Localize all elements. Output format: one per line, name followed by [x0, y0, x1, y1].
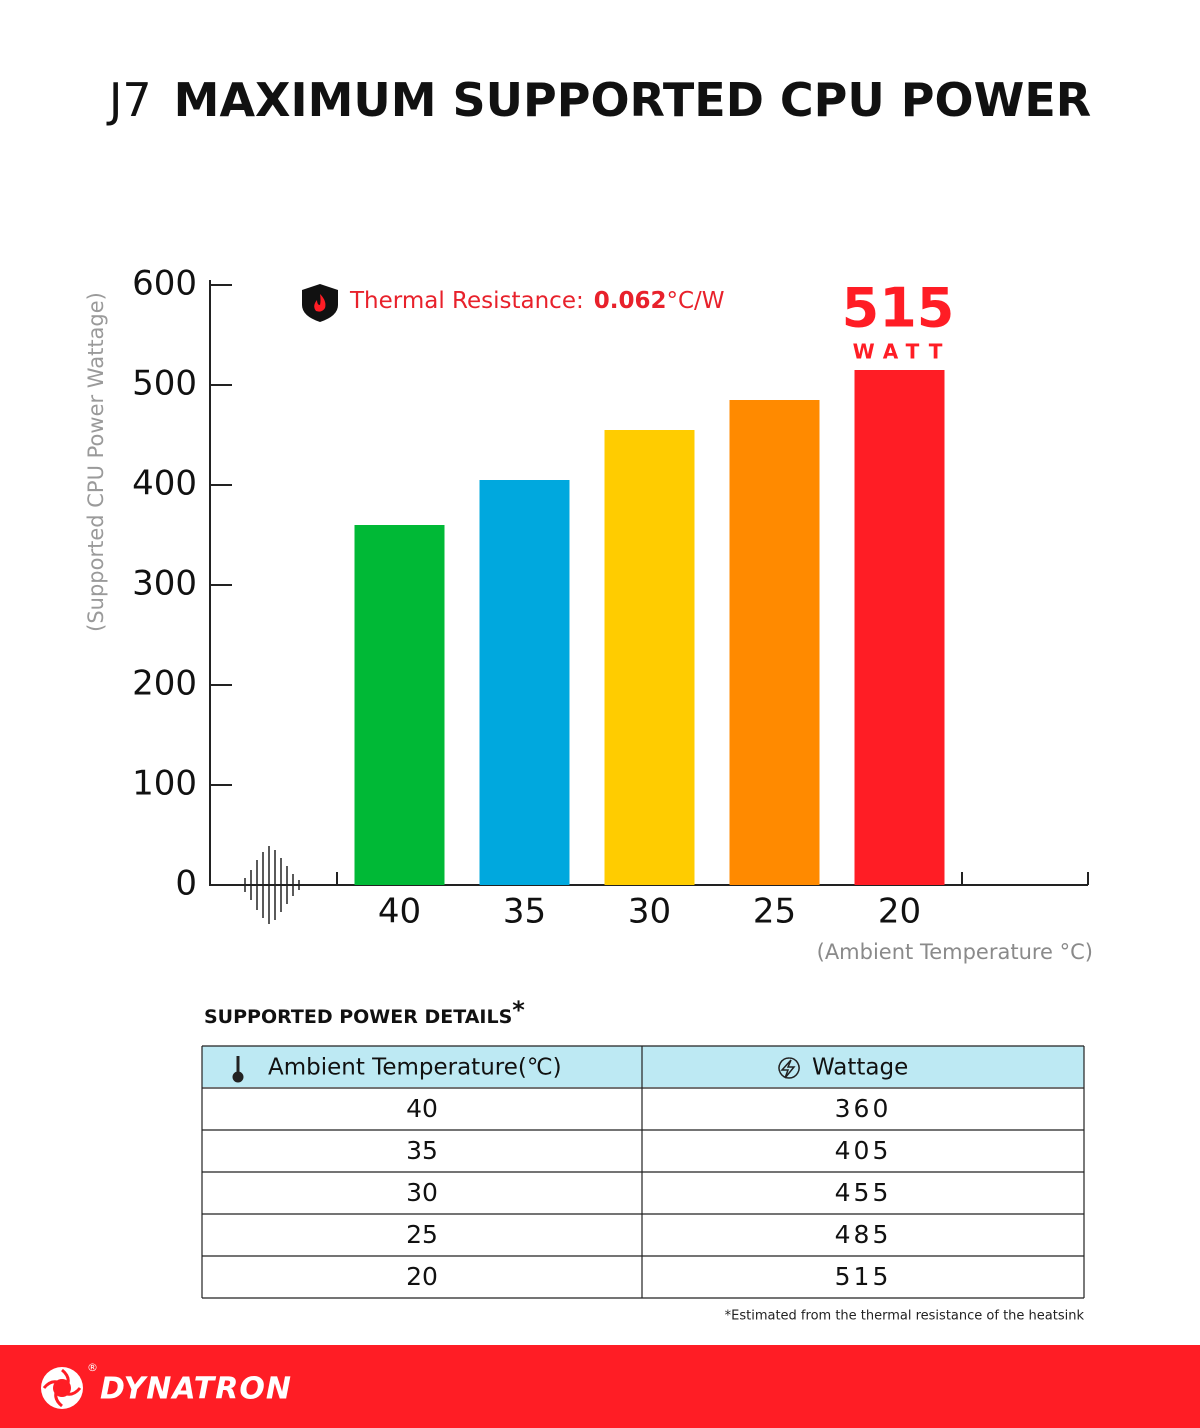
- annotation-label: Thermal Resistance:: [349, 288, 584, 314]
- table-cell: 40: [406, 1094, 438, 1123]
- annotation: Thermal Resistance: 0.062°C/W: [349, 288, 725, 314]
- shield-icon: [302, 284, 338, 322]
- y-tick-label: 400: [132, 464, 197, 504]
- x-tick-label: 40: [378, 892, 421, 932]
- thermometer-icon: [232, 1056, 244, 1083]
- brand-mark: ®: [87, 1361, 98, 1374]
- x-tick-label: 35: [503, 892, 546, 932]
- x-tick-label: 20: [878, 892, 921, 932]
- x-tick-label: 30: [628, 892, 671, 932]
- bar: [479, 480, 570, 885]
- y-tick-label: 100: [132, 764, 197, 804]
- model: J7: [106, 73, 152, 127]
- table-title-mark: *: [512, 996, 525, 1024]
- y-tick-label: 300: [132, 564, 197, 604]
- annotation-unit: °C/W: [666, 288, 724, 314]
- bolt-icon: [778, 1057, 800, 1079]
- brand-logo: [41, 1367, 83, 1409]
- x-tick-label: 25: [753, 892, 796, 932]
- highlight-unit: WATT: [853, 340, 952, 364]
- table-title-text: SUPPORTED POWER DETAILS: [204, 1006, 512, 1028]
- bar: [604, 430, 695, 885]
- y-tick-label: 500: [132, 364, 197, 404]
- table-title: SUPPORTED POWER DETAILS*: [204, 996, 525, 1028]
- bar: [354, 525, 445, 885]
- annotation-value: 0.062: [594, 288, 667, 314]
- table-cell: 485: [835, 1220, 892, 1249]
- table-cell: 360: [835, 1094, 892, 1123]
- table-cell: 455: [835, 1178, 892, 1207]
- footer-band: [0, 1345, 1200, 1428]
- table-cell: 25: [406, 1220, 438, 1249]
- table-header-bg: [202, 1046, 1084, 1087]
- table-header: Wattage: [812, 1055, 908, 1081]
- footnote: *Estimated from the thermal resistance o…: [725, 1309, 1085, 1324]
- x-axis-label: (Ambient Temperature °C): [817, 940, 1093, 964]
- table-cell: 405: [835, 1136, 892, 1165]
- highlight-value: 515: [842, 277, 955, 340]
- bar: [854, 370, 945, 885]
- brand-name: DYNATRON: [100, 1372, 292, 1407]
- table-header: Ambient Temperature(℃): [268, 1055, 562, 1081]
- table-cell: 35: [406, 1136, 438, 1165]
- title-main: MAXIMUM SUPPORTED CPU POWER: [174, 73, 1091, 127]
- title: J7 MAXIMUM SUPPORTED CPU POWER: [106, 73, 1091, 127]
- y-tick-label: 600: [132, 264, 197, 304]
- table-cell: 515: [835, 1262, 892, 1291]
- table-cell: 30: [406, 1178, 438, 1207]
- table: Ambient Temperature(℃) Wattage 40 360 35 405 3…: [201, 1045, 1085, 1299]
- y-axis-label: (Supported CPU Power Wattage): [84, 292, 108, 632]
- bar: [729, 400, 820, 885]
- table-cell: 20: [406, 1262, 438, 1291]
- y-tick-label: 0: [175, 864, 197, 904]
- y-tick-label: 200: [132, 664, 197, 704]
